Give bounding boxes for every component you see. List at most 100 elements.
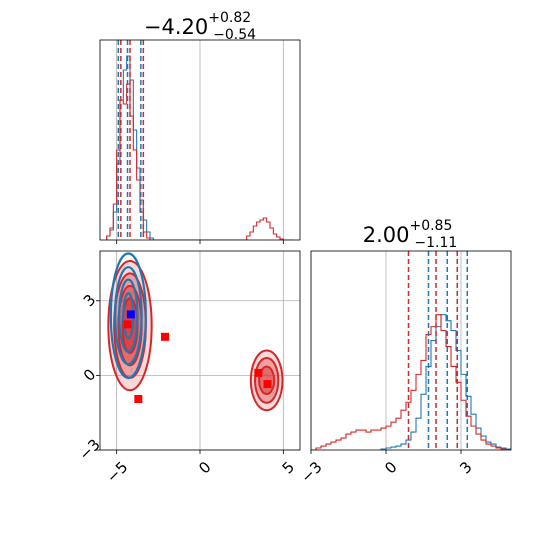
marginal-y-tick-label: 3 — [456, 458, 475, 477]
joint-marker — [254, 368, 263, 377]
marginal-x-tick-marks — [116, 240, 284, 244]
joint-sample-point — [121, 310, 123, 312]
joint-sample-point — [132, 292, 134, 294]
joint-sample-point — [265, 389, 267, 392]
joint-sample-point — [128, 281, 130, 284]
joint-contour-blue — [109, 252, 147, 379]
joint-y-tick-label: −3 — [75, 435, 103, 463]
joint-sample-point — [264, 391, 266, 393]
joint-sample-point — [264, 373, 266, 376]
joint-sample-point — [138, 314, 140, 316]
joint-sample-point — [257, 389, 260, 391]
joint-x-tick-label: 0 — [195, 458, 214, 477]
joint-sample-point — [266, 378, 268, 381]
joint-panel: −5 0 5 30−3 — [75, 250, 301, 486]
marginal-y-x-tick-labels: −3 0 3 — [297, 458, 475, 486]
joint-sample-point — [133, 279, 135, 281]
marginal-y-histogram — [380, 314, 511, 450]
joint-sample-point — [139, 318, 141, 320]
marginal-x-panel: −4.20+0.82 −0.54 — [99, 10, 301, 244]
joint-sample-point — [269, 372, 271, 375]
joint-sample-point — [135, 287, 137, 289]
joint-sample-point — [274, 369, 276, 372]
joint-marker — [161, 332, 169, 341]
joint-sample-point — [128, 355, 131, 357]
joint-sample-point — [127, 263, 129, 266]
joint-sample-point — [269, 395, 271, 397]
joint-sample-point — [131, 357, 133, 359]
joint-sample-point — [122, 301, 124, 303]
marginal-x-histogram — [106, 83, 294, 240]
joint-sample-point — [255, 379, 258, 381]
joint-x-tick-label: −5 — [103, 458, 131, 486]
joint-sample-point — [263, 375, 265, 377]
marginal-y-tick-label: −3 — [297, 458, 325, 486]
joint-x-tick-label: 5 — [279, 458, 298, 477]
joint-contours — [107, 252, 284, 412]
marginal-y-tick-label: 0 — [381, 458, 400, 477]
joint-sample-point — [131, 289, 133, 292]
joint-sample-point — [142, 333, 145, 335]
joint-marker — [263, 380, 272, 389]
joint-sample-point — [120, 306, 122, 308]
joint-contour-blue — [113, 266, 143, 366]
joint-sample-point — [261, 364, 263, 367]
marginal-y-title-sup: +0.85 — [409, 218, 452, 234]
joint-sample-point — [266, 376, 269, 379]
joint-sample-point — [126, 356, 128, 359]
joint-tick-marks — [96, 300, 284, 454]
marginal-y-quantile-lines — [407, 251, 468, 450]
joint-sample-point — [130, 359, 133, 361]
marginal-y-frame — [310, 250, 512, 451]
joint-sample-point — [253, 394, 256, 397]
marginal-x-title-main: −4.20 — [144, 15, 208, 39]
marginal-x-title-sub: −0.54 — [213, 27, 256, 43]
joint-sample-point — [264, 388, 266, 391]
marginal-y-title-sub: −1.11 — [414, 235, 457, 251]
joint-sample-point — [270, 377, 272, 379]
joint-y-tick-labels: 30−3 — [75, 291, 103, 464]
marginal-y-title-main: 2.00 — [363, 223, 410, 247]
marginal-y-grid — [310, 251, 462, 450]
joint-sample-point — [260, 381, 262, 383]
joint-sample-point — [116, 315, 118, 317]
joint-sample-point — [126, 283, 129, 286]
marginal-x-title: −4.20+0.82 −0.54 — [144, 10, 256, 43]
joint-sample-point — [137, 335, 140, 338]
joint-x-tick-labels: −5 0 5 — [103, 458, 298, 486]
joint-sample-point — [128, 375, 131, 377]
joint-sample-point — [261, 393, 263, 395]
joint-marker — [126, 310, 135, 319]
joint-sample-point — [263, 388, 265, 390]
joint-markers — [123, 310, 272, 404]
joint-sample-point — [124, 284, 127, 287]
joint-sample-point — [131, 367, 133, 370]
joint-sample-point — [133, 351, 135, 354]
joint-sample-point — [272, 392, 275, 394]
joint-contour-blue — [118, 278, 139, 353]
joint-sample-point — [138, 275, 140, 277]
joint-sample-point — [123, 367, 126, 370]
marginal-y-panel: −3 0 3 2.00+0.85 −1.11 — [297, 218, 512, 486]
joint-sample-point — [266, 375, 269, 377]
joint-marker — [123, 320, 132, 329]
marginal-x-grid — [116, 40, 284, 240]
joint-sample-point — [263, 373, 265, 375]
joint-sample-point — [127, 359, 130, 361]
joint-sample-point — [268, 375, 271, 378]
joint-sample-point — [120, 316, 122, 318]
marginal-x-quantile-lines — [117, 40, 145, 240]
joint-sample-point — [117, 301, 119, 304]
joint-sample-point — [266, 388, 268, 390]
marginal-y-tick-marks — [310, 450, 462, 454]
marginal-y-title: 2.00+0.85 −1.11 — [363, 218, 458, 251]
joint-sample-point — [125, 292, 127, 294]
joint-sample-point — [267, 372, 269, 375]
joint-sample-point — [128, 290, 130, 293]
joint-sample-point — [131, 371, 133, 373]
marginal-x-title-sup: +0.82 — [208, 10, 251, 26]
marginal-y-histogram — [311, 314, 511, 450]
joint-sample-point — [130, 369, 133, 371]
marginal-y-histograms — [311, 314, 511, 450]
